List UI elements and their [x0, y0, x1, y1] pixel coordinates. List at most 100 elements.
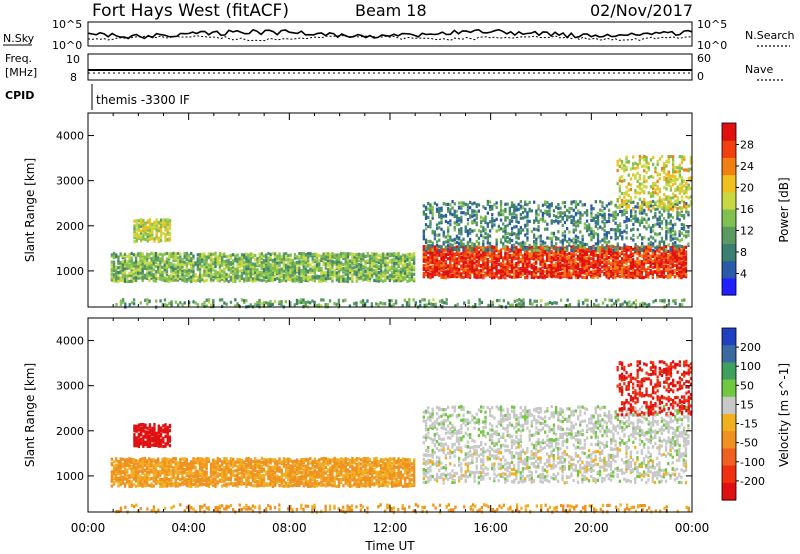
data-cell [455, 219, 459, 224]
data-cell [530, 245, 533, 249]
data-cell [585, 242, 589, 247]
data-cell [155, 237, 158, 241]
data-cell [661, 299, 664, 303]
data-cell [240, 255, 244, 259]
data-cell [645, 185, 648, 189]
data-cell [262, 262, 266, 266]
data-cell [667, 270, 670, 274]
data-cell [614, 210, 617, 214]
data-cell [427, 258, 430, 262]
data-cell [519, 270, 522, 274]
data-cell [453, 252, 456, 256]
data-cell [502, 227, 505, 231]
data-cell [304, 303, 307, 307]
data-cell [654, 246, 657, 250]
data-cell [513, 257, 516, 261]
data-cell [179, 275, 182, 279]
data-cell [636, 257, 639, 261]
data-cell [630, 228, 633, 232]
data-cell [488, 200, 492, 204]
data-cell [273, 259, 277, 263]
data-cell [431, 246, 434, 250]
data-cell [451, 248, 454, 252]
data-cell [304, 265, 308, 269]
data-cell [682, 223, 686, 227]
data-cell [645, 271, 648, 275]
data-cell [652, 223, 655, 228]
data-cell [471, 242, 474, 246]
data-cell [477, 229, 481, 233]
data-cell [362, 270, 365, 274]
data-cell [568, 303, 572, 307]
data-cell [639, 302, 642, 306]
data-cell [157, 257, 160, 261]
data-cell [161, 278, 164, 282]
data-cell [282, 261, 286, 265]
data-cell [128, 279, 131, 283]
data-cell [153, 220, 156, 224]
data-cell [368, 273, 372, 277]
data-cell [480, 219, 483, 223]
data-cell [566, 298, 569, 302]
data-cell [137, 268, 140, 272]
data-cell [491, 269, 494, 273]
noise-sky-line [87, 28, 693, 40]
data-cell [533, 219, 536, 223]
data-cell [201, 275, 204, 279]
data-cell [515, 303, 519, 307]
data-cell [563, 234, 567, 238]
data-cell [610, 298, 613, 302]
data-cell [431, 251, 434, 255]
data-cell [627, 193, 630, 197]
data-cell [355, 277, 358, 281]
data-cell [526, 258, 529, 263]
data-cell [326, 303, 329, 307]
data-cell [491, 248, 494, 253]
data-cell [554, 265, 558, 269]
data-cell [519, 252, 522, 256]
data-cell [168, 255, 171, 259]
data-cell [123, 259, 127, 263]
data-cell [546, 201, 549, 205]
data-cell [179, 252, 182, 256]
data-cell [440, 253, 443, 257]
data-cell [170, 304, 173, 308]
data-cell [572, 262, 575, 266]
data-cell [190, 261, 193, 265]
data-cell [205, 268, 208, 272]
data-cell [280, 273, 283, 277]
data-cell [353, 302, 356, 306]
data-cell [685, 185, 688, 189]
data-cell [615, 299, 618, 303]
data-cell [245, 252, 248, 256]
data-cell [682, 255, 685, 259]
data-cell [605, 260, 608, 264]
data-cell [469, 215, 472, 219]
data-cell [594, 253, 597, 257]
data-cell [572, 222, 575, 226]
data-cell [132, 253, 135, 257]
data-cell [656, 271, 659, 275]
data-cell [431, 270, 434, 274]
data-cell [638, 161, 641, 165]
data-cell [322, 262, 325, 266]
data-cell [451, 264, 454, 268]
data-cell [519, 200, 522, 204]
data-cell [139, 262, 142, 266]
data-cell [659, 299, 662, 303]
data-cell [165, 266, 169, 271]
data-cell [643, 246, 646, 250]
data-cell [585, 211, 589, 215]
data-cell [311, 265, 314, 269]
data-cell [667, 254, 670, 258]
data-cell [508, 248, 511, 252]
data-cell [561, 244, 564, 248]
data-cell [460, 239, 463, 243]
data-cell [587, 271, 591, 275]
data-cell [141, 252, 144, 256]
data-cell [515, 298, 519, 302]
data-cell [513, 206, 516, 210]
data-cell [486, 238, 489, 242]
data-cell [207, 300, 211, 304]
data-cell [671, 260, 674, 264]
